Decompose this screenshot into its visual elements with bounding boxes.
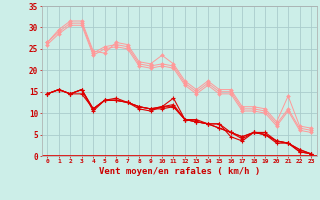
- X-axis label: Vent moyen/en rafales ( km/h ): Vent moyen/en rafales ( km/h ): [99, 167, 260, 176]
